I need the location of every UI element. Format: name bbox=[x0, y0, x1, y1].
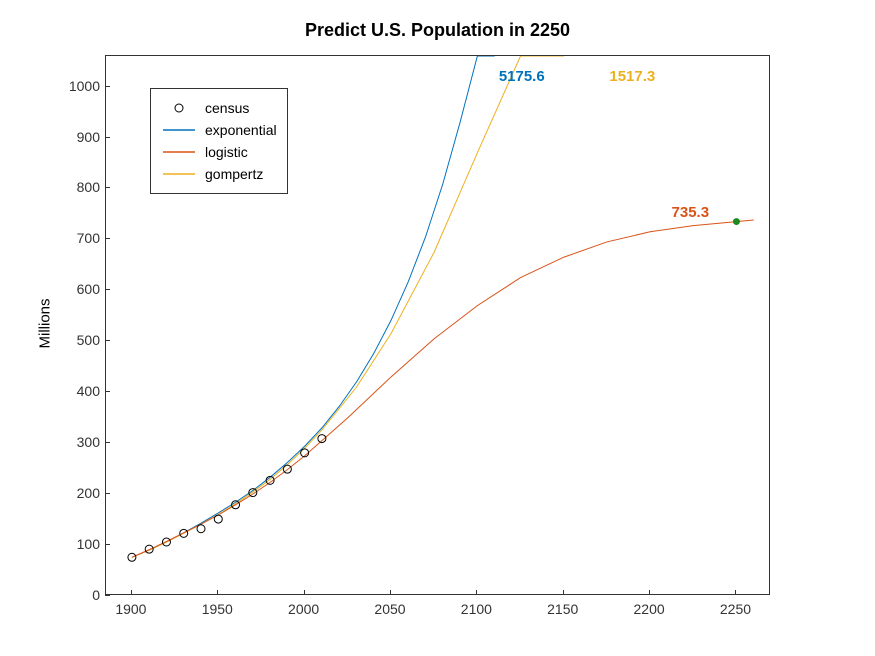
x-tick bbox=[649, 590, 650, 595]
y-tick-label: 400 bbox=[60, 383, 100, 399]
y-tick bbox=[105, 493, 110, 494]
line-icon bbox=[161, 123, 197, 137]
legend-row: gompertz bbox=[161, 163, 277, 185]
census-marker bbox=[128, 553, 136, 561]
x-tick-label: 2200 bbox=[634, 601, 665, 617]
legend-label: logistic bbox=[197, 144, 248, 160]
x-tick-label: 2250 bbox=[720, 601, 751, 617]
x-tick-label: 2050 bbox=[374, 601, 405, 617]
y-tick bbox=[105, 340, 110, 341]
annotation-label: 5175.6 bbox=[499, 68, 545, 85]
y-tick-label: 600 bbox=[60, 281, 100, 297]
y-tick bbox=[105, 595, 110, 596]
legend: census exponential logistic gompertz bbox=[150, 88, 288, 194]
y-tick-label: 1000 bbox=[60, 78, 100, 94]
x-tick bbox=[390, 590, 391, 595]
legend-row: exponential bbox=[161, 119, 277, 141]
census-marker bbox=[214, 515, 222, 523]
y-tick-label: 300 bbox=[60, 434, 100, 450]
y-tick bbox=[105, 238, 110, 239]
logistic-line bbox=[132, 220, 754, 557]
x-tick bbox=[304, 590, 305, 595]
annotation-label: 1517.3 bbox=[609, 68, 655, 85]
chart-title: Predict U.S. Population in 2250 bbox=[0, 20, 875, 41]
annotation-label: 735.3 bbox=[672, 204, 710, 221]
y-tick bbox=[105, 442, 110, 443]
x-tick bbox=[131, 590, 132, 595]
y-tick-label: 500 bbox=[60, 332, 100, 348]
y-tick-label: 800 bbox=[60, 179, 100, 195]
highlight-point bbox=[733, 218, 740, 225]
y-tick-label: 200 bbox=[60, 485, 100, 501]
x-tick bbox=[217, 590, 218, 595]
y-tick bbox=[105, 137, 110, 138]
y-tick-label: 100 bbox=[60, 536, 100, 552]
circle-marker-icon bbox=[161, 101, 197, 115]
y-tick-label: 900 bbox=[60, 129, 100, 145]
legend-row: logistic bbox=[161, 141, 277, 163]
y-axis-label: Millions bbox=[37, 298, 54, 348]
y-tick bbox=[105, 86, 110, 87]
y-tick bbox=[105, 187, 110, 188]
x-tick bbox=[563, 590, 564, 595]
y-tick bbox=[105, 289, 110, 290]
x-tick bbox=[476, 590, 477, 595]
census-marker bbox=[197, 525, 205, 533]
x-tick-label: 2100 bbox=[461, 601, 492, 617]
line-icon bbox=[161, 145, 197, 159]
line-icon bbox=[161, 167, 197, 181]
y-tick bbox=[105, 544, 110, 545]
legend-row: census bbox=[161, 97, 277, 119]
y-tick-label: 0 bbox=[60, 587, 100, 603]
legend-label: census bbox=[197, 100, 249, 116]
legend-label: gompertz bbox=[197, 166, 263, 182]
y-tick bbox=[105, 391, 110, 392]
x-tick-label: 1950 bbox=[202, 601, 233, 617]
x-tick-label: 2000 bbox=[288, 601, 319, 617]
x-tick-label: 1900 bbox=[115, 601, 146, 617]
legend-label: exponential bbox=[197, 122, 277, 138]
x-tick bbox=[735, 590, 736, 595]
chart-container: Predict U.S. Population in 2250 Millions… bbox=[0, 0, 875, 656]
x-tick-label: 2150 bbox=[547, 601, 578, 617]
y-tick-label: 700 bbox=[60, 230, 100, 246]
